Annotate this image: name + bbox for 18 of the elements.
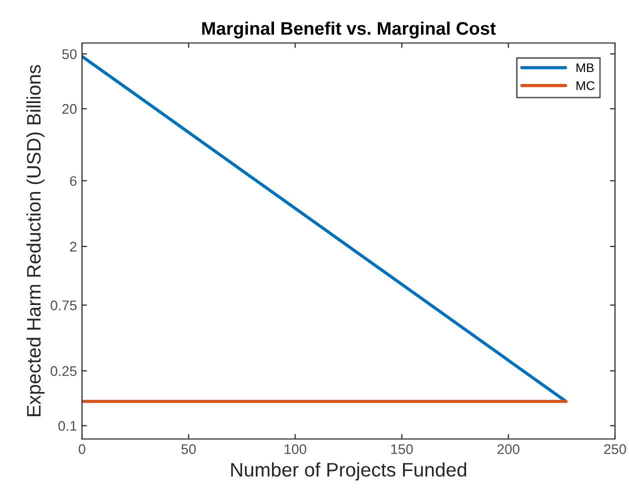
y-tick-label: 50 <box>62 49 77 60</box>
y-axis-title: Expected Harm Reduction (USD) Billions <box>26 65 45 416</box>
x-tick-label: 250 <box>604 444 626 454</box>
x-tick-label: 100 <box>284 444 306 454</box>
y-tick-label: 0.25 <box>50 366 77 376</box>
x-tick-label: 150 <box>391 444 413 454</box>
y-tick-label: 6 <box>70 176 77 186</box>
x-axis-title: Number of Projects Funded <box>231 462 466 480</box>
y-tick-label: 0.75 <box>50 300 77 310</box>
x-tick-label: 200 <box>498 444 520 454</box>
x-tick-label: 50 <box>181 444 196 454</box>
x-tick-label: 0 <box>78 444 86 454</box>
legend-label: MB <box>576 63 594 72</box>
y-tick-label: 20 <box>62 104 77 114</box>
y-tick-label: 0.1 <box>58 420 76 431</box>
y-tick-label: 2 <box>70 242 76 252</box>
legend-label: MC <box>576 81 595 90</box>
chart-title: Marginal Benefit vs. Marginal Cost <box>202 22 496 38</box>
